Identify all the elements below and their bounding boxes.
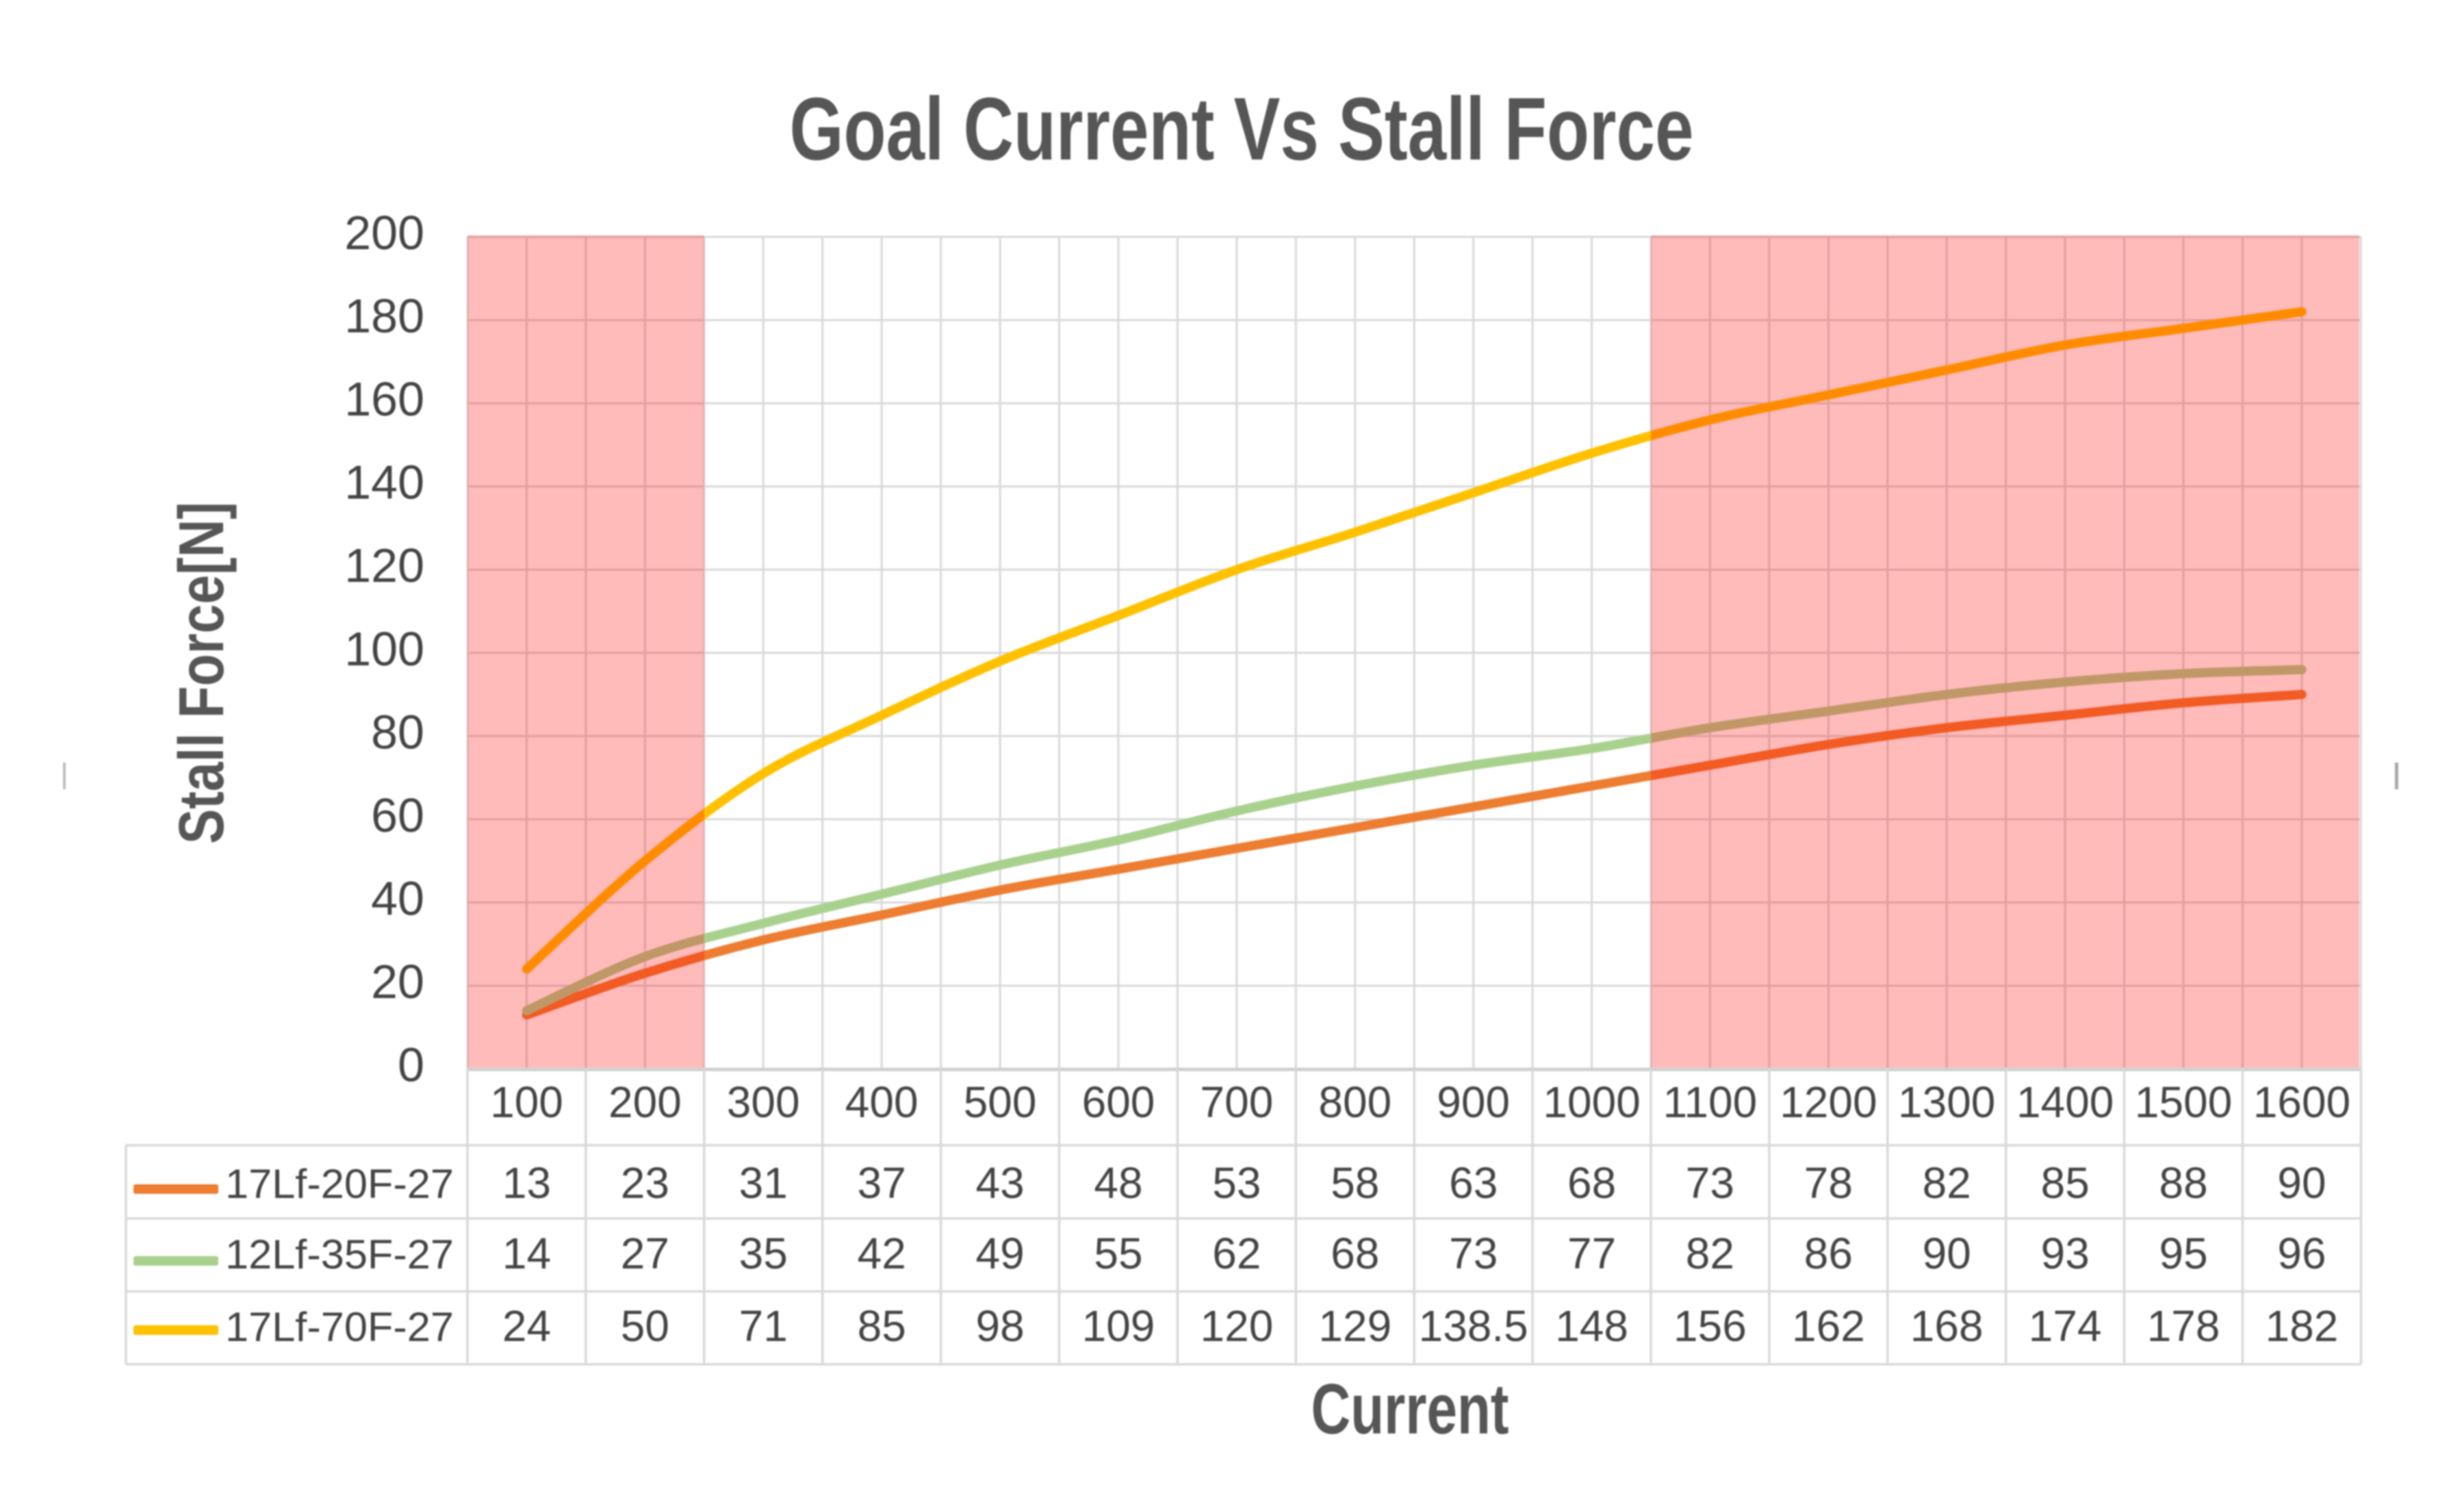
svg-text:168: 168 bbox=[1910, 1301, 1984, 1351]
svg-text:82: 82 bbox=[1686, 1229, 1734, 1278]
svg-text:109: 109 bbox=[1082, 1301, 1155, 1351]
svg-text:600: 600 bbox=[1082, 1077, 1155, 1127]
svg-text:Goal Current Vs Stall Force: Goal Current Vs Stall Force bbox=[790, 79, 1694, 179]
svg-text:120: 120 bbox=[344, 539, 424, 592]
svg-text:120: 120 bbox=[1201, 1301, 1274, 1351]
svg-text:138.5: 138.5 bbox=[1419, 1301, 1528, 1351]
svg-text:129: 129 bbox=[1318, 1301, 1391, 1351]
svg-text:50: 50 bbox=[621, 1301, 669, 1351]
svg-text:162: 162 bbox=[1792, 1301, 1865, 1351]
svg-text:500: 500 bbox=[964, 1077, 1037, 1127]
svg-text:49: 49 bbox=[976, 1229, 1025, 1278]
svg-text:35: 35 bbox=[739, 1229, 788, 1278]
svg-text:90: 90 bbox=[1923, 1229, 1971, 1278]
svg-text:71: 71 bbox=[739, 1301, 788, 1351]
svg-text:1600: 1600 bbox=[2253, 1077, 2350, 1127]
svg-text:73: 73 bbox=[1449, 1229, 1498, 1278]
svg-text:900: 900 bbox=[1437, 1077, 1510, 1127]
svg-text:17Lf-20F-27: 17Lf-20F-27 bbox=[225, 1161, 454, 1207]
svg-text:78: 78 bbox=[1804, 1158, 1853, 1208]
svg-text:55: 55 bbox=[1094, 1229, 1142, 1278]
svg-text:95: 95 bbox=[2159, 1229, 2208, 1278]
svg-text:20: 20 bbox=[371, 955, 424, 1008]
svg-text:300: 300 bbox=[727, 1077, 800, 1127]
svg-text:1100: 1100 bbox=[1663, 1077, 1758, 1127]
svg-text:43: 43 bbox=[976, 1158, 1025, 1208]
svg-text:174: 174 bbox=[2029, 1301, 2102, 1351]
svg-text:73: 73 bbox=[1686, 1158, 1734, 1208]
svg-text:1000: 1000 bbox=[1543, 1077, 1640, 1127]
svg-text:98: 98 bbox=[976, 1301, 1025, 1351]
svg-text:68: 68 bbox=[1567, 1158, 1616, 1208]
svg-text:88: 88 bbox=[2159, 1158, 2208, 1208]
svg-text:37: 37 bbox=[858, 1158, 906, 1208]
svg-text:1200: 1200 bbox=[1780, 1077, 1877, 1127]
svg-text:58: 58 bbox=[1331, 1158, 1379, 1208]
svg-text:100: 100 bbox=[344, 622, 424, 676]
svg-text:160: 160 bbox=[344, 372, 424, 426]
svg-text:85: 85 bbox=[858, 1301, 906, 1351]
svg-text:1300: 1300 bbox=[1898, 1077, 1995, 1127]
svg-text:200: 200 bbox=[344, 206, 424, 259]
svg-text:62: 62 bbox=[1212, 1229, 1261, 1278]
svg-text:31: 31 bbox=[739, 1158, 788, 1208]
svg-text:86: 86 bbox=[1804, 1229, 1853, 1278]
svg-text:23: 23 bbox=[621, 1158, 669, 1208]
svg-text:90: 90 bbox=[2277, 1158, 2326, 1208]
svg-text:80: 80 bbox=[371, 705, 424, 758]
svg-text:60: 60 bbox=[371, 789, 424, 842]
svg-text:17Lf-70F-27: 17Lf-70F-27 bbox=[225, 1304, 454, 1350]
svg-text:200: 200 bbox=[608, 1077, 682, 1127]
svg-text:14: 14 bbox=[502, 1229, 551, 1278]
svg-text:13: 13 bbox=[502, 1158, 551, 1208]
svg-text:82: 82 bbox=[1923, 1158, 1971, 1208]
svg-text:96: 96 bbox=[2277, 1229, 2326, 1278]
svg-text:12Lf-35F-27: 12Lf-35F-27 bbox=[225, 1231, 454, 1277]
svg-text:53: 53 bbox=[1212, 1158, 1261, 1208]
svg-text:148: 148 bbox=[1555, 1301, 1628, 1351]
svg-text:182: 182 bbox=[2266, 1301, 2339, 1351]
svg-text:24: 24 bbox=[502, 1301, 551, 1351]
svg-text:800: 800 bbox=[1318, 1077, 1391, 1127]
svg-text:Stall Force[N]: Stall Force[N] bbox=[166, 502, 237, 844]
svg-text:63: 63 bbox=[1449, 1158, 1498, 1208]
svg-text:Current: Current bbox=[1311, 1370, 1509, 1449]
svg-text:27: 27 bbox=[621, 1229, 669, 1278]
svg-text:40: 40 bbox=[371, 871, 424, 925]
svg-text:700: 700 bbox=[1201, 1077, 1274, 1127]
svg-text:0: 0 bbox=[398, 1038, 424, 1092]
svg-text:1500: 1500 bbox=[2135, 1077, 2232, 1127]
svg-text:178: 178 bbox=[2147, 1301, 2220, 1351]
svg-text:48: 48 bbox=[1094, 1158, 1142, 1208]
svg-text:400: 400 bbox=[845, 1077, 919, 1127]
svg-text:68: 68 bbox=[1331, 1229, 1379, 1278]
svg-text:180: 180 bbox=[344, 290, 424, 343]
svg-text:85: 85 bbox=[2041, 1158, 2090, 1208]
svg-text:140: 140 bbox=[344, 456, 424, 509]
svg-text:93: 93 bbox=[2041, 1229, 2090, 1278]
svg-text:100: 100 bbox=[490, 1077, 563, 1127]
svg-text:1400: 1400 bbox=[2016, 1077, 2114, 1127]
svg-text:42: 42 bbox=[858, 1229, 906, 1278]
svg-text:156: 156 bbox=[1673, 1301, 1747, 1351]
svg-text:77: 77 bbox=[1567, 1229, 1616, 1278]
